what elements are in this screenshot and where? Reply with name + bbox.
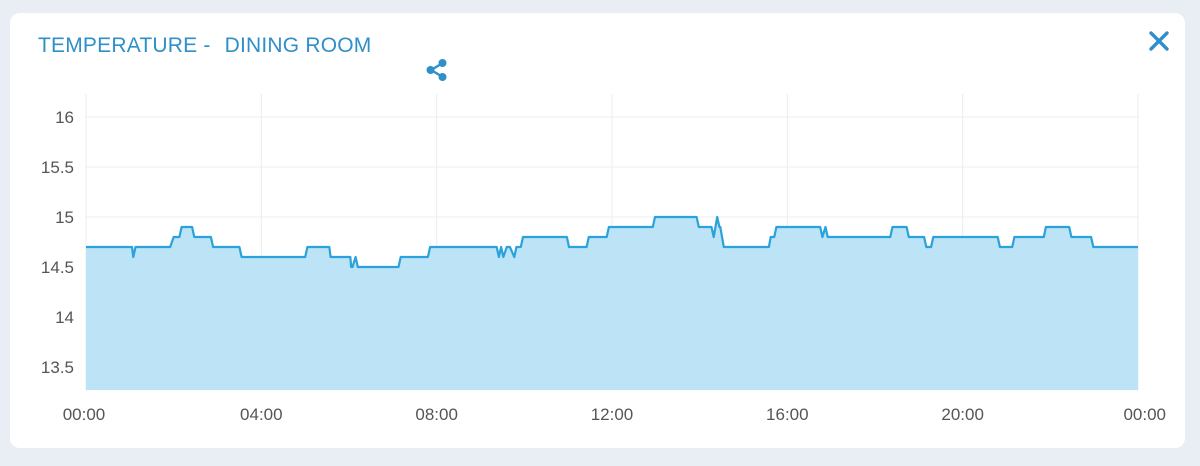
y-tick-label: 16 [55,108,74,127]
title-prefix: TEMPERATURE - [38,34,211,57]
share-icon[interactable] [387,33,447,81]
y-tick-label: 14.5 [41,258,74,277]
y-tick-label: 13.5 [41,358,74,377]
y-tick-label: 15 [55,208,74,227]
x-tick-label: 20:00 [941,405,984,424]
close-icon[interactable] [1147,29,1171,53]
x-tick-label: 12:00 [591,405,634,424]
y-tick-label: 14 [55,308,74,327]
chart-area [86,215,1138,390]
x-tick-label: 00:00 [1123,405,1166,424]
series-line [86,215,1138,269]
x-tick-label: 16:00 [766,405,809,424]
card-title: TEMPERATURE - DINING ROOM [38,33,447,81]
x-tick-label: 00:00 [63,405,106,424]
series-area-fill [86,217,1138,390]
x-tick-label: 04:00 [240,405,283,424]
x-tick-label: 08:00 [415,405,458,424]
y-axis-labels: 13.5 14 14.5 15 15.5 16 [41,108,74,377]
x-axis-labels: 00:00 04:00 08:00 12:00 16:00 20:00 00:00 [63,405,1166,424]
y-tick-label: 15.5 [41,158,74,177]
title-room: DINING ROOM [224,34,372,57]
